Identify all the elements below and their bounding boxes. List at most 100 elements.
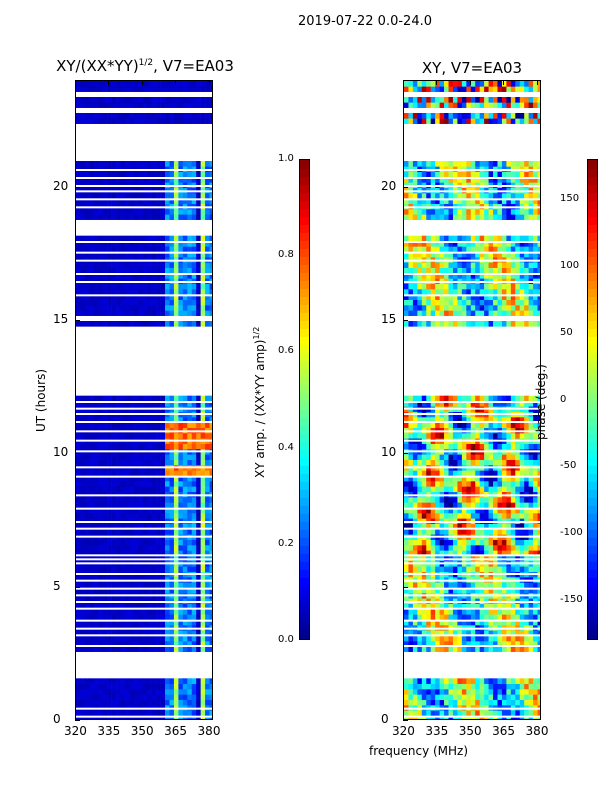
- amplitude-cell: [133, 710, 139, 716]
- phase-cell: [439, 523, 445, 530]
- amplitude-cell: [107, 273, 112, 279]
- amplitude-cell: [169, 262, 175, 268]
- amplitude-cell: [200, 470, 206, 476]
- phase-cell: [435, 310, 440, 316]
- amplitude-cell: [191, 97, 197, 103]
- phase-cell: [475, 283, 480, 290]
- amplitude-cell: [173, 118, 179, 124]
- amplitude-cell: [116, 454, 121, 460]
- phase-cell: [457, 417, 463, 423]
- phase-cell: [470, 310, 476, 316]
- phase-cell: [448, 641, 454, 647]
- amplitude-cell: [169, 523, 175, 530]
- amplitude-cell: [124, 113, 130, 119]
- amplitude-cell: [111, 113, 117, 119]
- amplitude-cell: [165, 475, 170, 482]
- amplitude-cell: [129, 81, 135, 87]
- phase-cell: [497, 609, 503, 615]
- phase-cell: [448, 582, 454, 588]
- amplitude-cell: [89, 86, 95, 92]
- phase-cell: [435, 497, 440, 503]
- colorbar-tick-label: 0.0: [278, 634, 294, 645]
- amplitude-cell: [156, 86, 161, 92]
- amplitude-cell: [142, 689, 148, 695]
- amplitude-cell: [93, 214, 99, 220]
- amplitude-cell: [182, 310, 188, 316]
- phase-cell: [404, 454, 409, 460]
- amplitude-cell: [151, 246, 157, 252]
- amplitude-cell: [191, 539, 197, 546]
- amplitude-cell: [169, 539, 175, 546]
- y-tick-label: 0: [53, 712, 61, 726]
- colorbar-segment: [300, 168, 309, 178]
- phase-cell: [421, 582, 427, 588]
- amplitude-cell: [102, 235, 108, 242]
- phase-cell: [466, 417, 472, 423]
- amplitude-cell: [182, 97, 188, 103]
- amplitude-cell: [98, 177, 104, 183]
- amplitude-cell: [173, 161, 179, 167]
- amplitude-cell: [133, 422, 139, 428]
- amplitude-cell: [147, 177, 152, 183]
- amplitude-cell: [187, 97, 193, 103]
- amplitude-cell: [156, 710, 161, 716]
- amplitude-cell: [116, 171, 121, 178]
- amplitude-cell: [200, 209, 206, 215]
- amplitude-cell: [138, 475, 144, 482]
- phase-cell: [501, 433, 507, 439]
- phase-cell: [421, 699, 427, 706]
- amplitude-cell: [98, 305, 104, 311]
- amplitude-cell: [111, 305, 117, 311]
- amplitude-cell: [84, 305, 90, 311]
- amplitude-cell: [120, 294, 126, 300]
- amplitude-cell: [151, 97, 157, 103]
- phase-cell: [484, 603, 489, 610]
- amplitude-cell: [98, 566, 104, 572]
- phase-cell: [457, 321, 463, 327]
- phase-cell: [412, 502, 418, 508]
- amplitude-cell: [196, 550, 201, 556]
- phase-cell: [444, 614, 449, 620]
- amplitude-cell: [111, 454, 117, 460]
- amplitude-cell: [120, 305, 126, 311]
- phase-cell: [417, 587, 423, 594]
- amplitude-cell: [142, 177, 148, 183]
- amplitude-cell: [138, 246, 144, 252]
- amplitude-cell: [182, 273, 188, 279]
- phase-cell: [435, 486, 440, 492]
- amplitude-cell: [165, 630, 170, 636]
- amplitude-cell: [151, 630, 157, 636]
- amplitude-cell: [124, 475, 130, 482]
- phase-cell: [466, 630, 472, 636]
- phase-cell: [448, 566, 454, 572]
- phase-cell: [466, 507, 472, 514]
- phase-cell: [506, 475, 512, 482]
- phase-cell: [475, 630, 480, 636]
- amplitude-cell: [151, 566, 157, 572]
- amplitude-cell: [160, 699, 166, 706]
- phase-cell: [528, 582, 534, 588]
- amplitude-cell: [160, 273, 166, 279]
- amplitude-cell: [191, 545, 197, 551]
- amplitude-cell: [80, 161, 86, 167]
- phase-cell: [479, 710, 485, 716]
- phase-cell: [404, 646, 409, 652]
- phase-cell: [412, 305, 418, 311]
- amplitude-cell: [84, 470, 90, 476]
- colorbar-segment: [300, 584, 309, 594]
- amplitude-cell: [156, 635, 161, 642]
- phase-cell: [426, 507, 432, 514]
- amplitude-cell: [205, 246, 210, 252]
- phase-cell: [501, 694, 507, 700]
- phase-cell: [439, 459, 445, 466]
- phase-cell: [488, 641, 494, 647]
- phase-cell: [457, 497, 463, 503]
- phase-cell: [452, 470, 458, 476]
- amplitude-cell: [209, 641, 212, 647]
- amplitude-cell: [76, 443, 81, 450]
- amplitude-cell: [111, 422, 117, 428]
- phase-cell: [439, 609, 445, 615]
- amplitude-cell: [111, 102, 117, 108]
- phase-cell: [484, 299, 489, 306]
- amplitude-cell: [151, 422, 157, 428]
